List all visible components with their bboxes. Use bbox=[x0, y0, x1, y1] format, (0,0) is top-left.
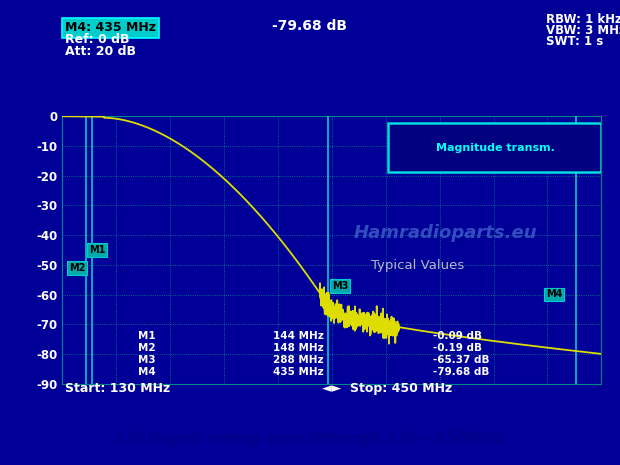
Text: M1: M1 bbox=[138, 331, 156, 341]
Text: Magnitude transm.: Magnitude transm. bbox=[436, 143, 554, 153]
Text: ◄►  Stop: 450 MHz: ◄► Stop: 450 MHz bbox=[322, 382, 453, 395]
Text: M4: M4 bbox=[138, 367, 156, 377]
Text: RBW: 1 kHz: RBW: 1 kHz bbox=[546, 13, 620, 27]
Text: -0.19 dB: -0.19 dB bbox=[433, 343, 482, 353]
Text: -0.09 dB: -0.09 dB bbox=[433, 331, 482, 341]
Text: M3: M3 bbox=[332, 280, 348, 291]
Text: 435 MHz: 435 MHz bbox=[273, 367, 324, 377]
Text: Ref: 0 dB: Ref: 0 dB bbox=[65, 33, 130, 46]
Text: -79.68 dB: -79.68 dB bbox=[433, 367, 489, 377]
Text: M2: M2 bbox=[69, 263, 85, 273]
Text: 144 MHz: 144 MHz bbox=[273, 331, 324, 341]
Text: Start: 130 MHz: Start: 130 MHz bbox=[65, 382, 170, 395]
Text: VBW: 3 MHz: VBW: 3 MHz bbox=[546, 24, 620, 37]
Text: SWT: 1 s: SWT: 1 s bbox=[546, 35, 603, 48]
Text: CW Signal sweep pass through 130 - 450MHz: CW Signal sweep pass through 130 - 450MH… bbox=[117, 431, 503, 446]
Text: 288 MHz: 288 MHz bbox=[273, 355, 323, 365]
Text: Att: 20 dB: Att: 20 dB bbox=[65, 45, 136, 58]
Text: -79.68 dB: -79.68 dB bbox=[273, 19, 347, 33]
Text: Typical Values: Typical Values bbox=[371, 259, 464, 272]
Text: -65.37 dB: -65.37 dB bbox=[433, 355, 489, 365]
Text: M1: M1 bbox=[89, 245, 105, 255]
Text: M4: 435 MHz: M4: 435 MHz bbox=[65, 21, 156, 34]
Text: 148 MHz: 148 MHz bbox=[273, 343, 324, 353]
Text: M2: M2 bbox=[138, 343, 156, 353]
Text: Hamradioparts.eu: Hamradioparts.eu bbox=[353, 224, 537, 241]
FancyBboxPatch shape bbox=[388, 123, 601, 173]
Text: M4: M4 bbox=[546, 290, 562, 299]
Text: M3: M3 bbox=[138, 355, 156, 365]
